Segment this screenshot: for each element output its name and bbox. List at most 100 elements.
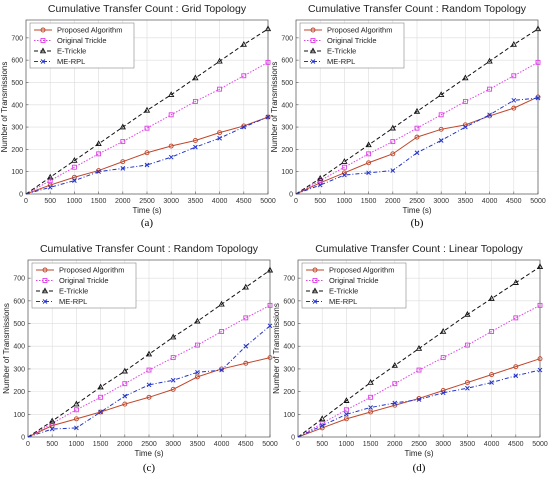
data-point-1 [98,394,104,400]
data-point-1 [366,151,372,157]
data-point-1 [144,125,150,131]
data-point-0 [414,134,420,140]
data-point-0 [537,356,543,362]
x-tick-label: 1500 [93,441,109,448]
chart-panel-2: 0 500 1000 1500 2000 2500 3000 3500 4000 4500 5000… [2,243,278,474]
legend-marker [312,299,318,304]
x-tick-label: 4000 [214,441,230,448]
chart-title: Cumulative Transfer Count : Linear Topol… [315,243,523,255]
data-point-3 [440,390,446,396]
panel-caption: (d) [413,462,426,474]
data-point-3 [317,182,323,188]
data-point-1 [168,112,174,118]
y-tick-label: 500 [11,80,23,87]
data-point-2 [194,317,201,324]
legend-label: ME-RPL [59,297,87,306]
data-point-1 [343,407,349,413]
data-point-0 [98,409,104,415]
y-tick-label: 400 [281,102,293,109]
data-point-2 [536,263,544,270]
y-axis-label: Number of Transmissions [270,62,279,153]
y-tick-label: 200 [13,389,25,396]
data-point-1 [537,302,543,308]
data-point-3 [392,400,398,406]
chart-panel-0: 0 500 1000 1500 2000 2500 3000 3500 4000 4500 5000… [0,3,276,229]
data-point-3 [465,385,470,391]
data-point-1 [462,98,468,104]
legend-label: Original Trickle [329,276,379,285]
data-point-2 [49,417,56,424]
x-tick-label: 2500 [409,198,425,205]
data-point-3 [342,172,347,178]
y-tick-label: 600 [281,58,293,65]
data-point-1 [241,73,247,79]
data-point-2 [486,57,493,64]
data-point-2 [242,283,249,290]
data-point-1 [267,302,273,308]
data-point-3 [487,112,492,118]
x-tick-label: 500 [316,441,328,448]
data-point-0 [192,138,198,143]
legend-marker [42,299,48,304]
y-tick-label: 100 [283,412,295,419]
legend-marker [310,59,316,64]
legend-label: Proposed Algorithm [59,266,124,275]
x-tick-label: 500 [314,198,326,205]
y-tick-label: 600 [13,298,25,305]
y-tick-label: 100 [281,169,293,176]
chart-title: Cumulative Transfer Count : Random Topol… [308,3,527,15]
data-point-0 [438,126,444,132]
x-tick-label: 2500 [411,441,427,448]
data-point-1 [146,367,152,373]
data-point-3 [513,373,519,379]
data-point-1 [96,151,102,157]
x-tick-label: 1500 [363,441,379,448]
data-point-3 [390,168,396,173]
chart-panel-1: 0 500 1000 1500 2000 2500 3000 3500 4000 4500 5000… [270,3,546,229]
x-tick-label: 4500 [506,198,522,205]
y-tick-label: 100 [13,412,25,419]
data-point-2 [391,361,398,368]
legend-label: Proposed Algorithm [327,26,392,35]
legend-marker [40,27,46,33]
data-point-2 [71,156,78,163]
legend-label: E-Trickle [329,287,358,296]
data-point-2 [192,74,199,81]
x-tick-label: 3500 [190,441,206,448]
data-point-0 [219,366,225,372]
panel-caption: (a) [141,217,154,229]
y-tick-label: 300 [13,366,25,373]
x-tick-label: 2500 [141,441,157,448]
data-point-0 [168,143,174,149]
data-point-3 [193,144,198,150]
y-tick-label: 700 [281,35,293,42]
data-point-2 [343,397,350,403]
data-point-2 [145,350,153,357]
series-line-0 [295,96,539,195]
data-point-2 [121,367,128,374]
y-tick-label: 400 [283,344,295,351]
x-tick-label: 0 [26,441,30,448]
x-axis-label: Time (s) [402,206,431,215]
data-point-2 [266,266,274,273]
data-point-2 [319,415,326,422]
data-point-3 [72,178,77,183]
data-point-3 [344,411,349,417]
data-point-3 [49,426,55,432]
data-point-1 [487,86,493,92]
y-tick-label: 400 [11,102,23,109]
panel-caption: (b) [411,217,424,229]
data-point-2 [218,300,225,307]
data-point-1 [243,315,249,321]
data-point-3 [537,367,543,373]
data-point-2 [170,333,177,340]
data-point-2 [240,40,247,47]
data-point-1 [219,329,225,334]
legend-marker [42,278,48,283]
x-tick-label: 1500 [91,198,107,205]
data-point-2 [367,378,374,385]
data-point-3 [319,423,325,429]
y-tick-label: 200 [281,147,293,154]
x-axis-label: Time (s) [134,449,163,458]
